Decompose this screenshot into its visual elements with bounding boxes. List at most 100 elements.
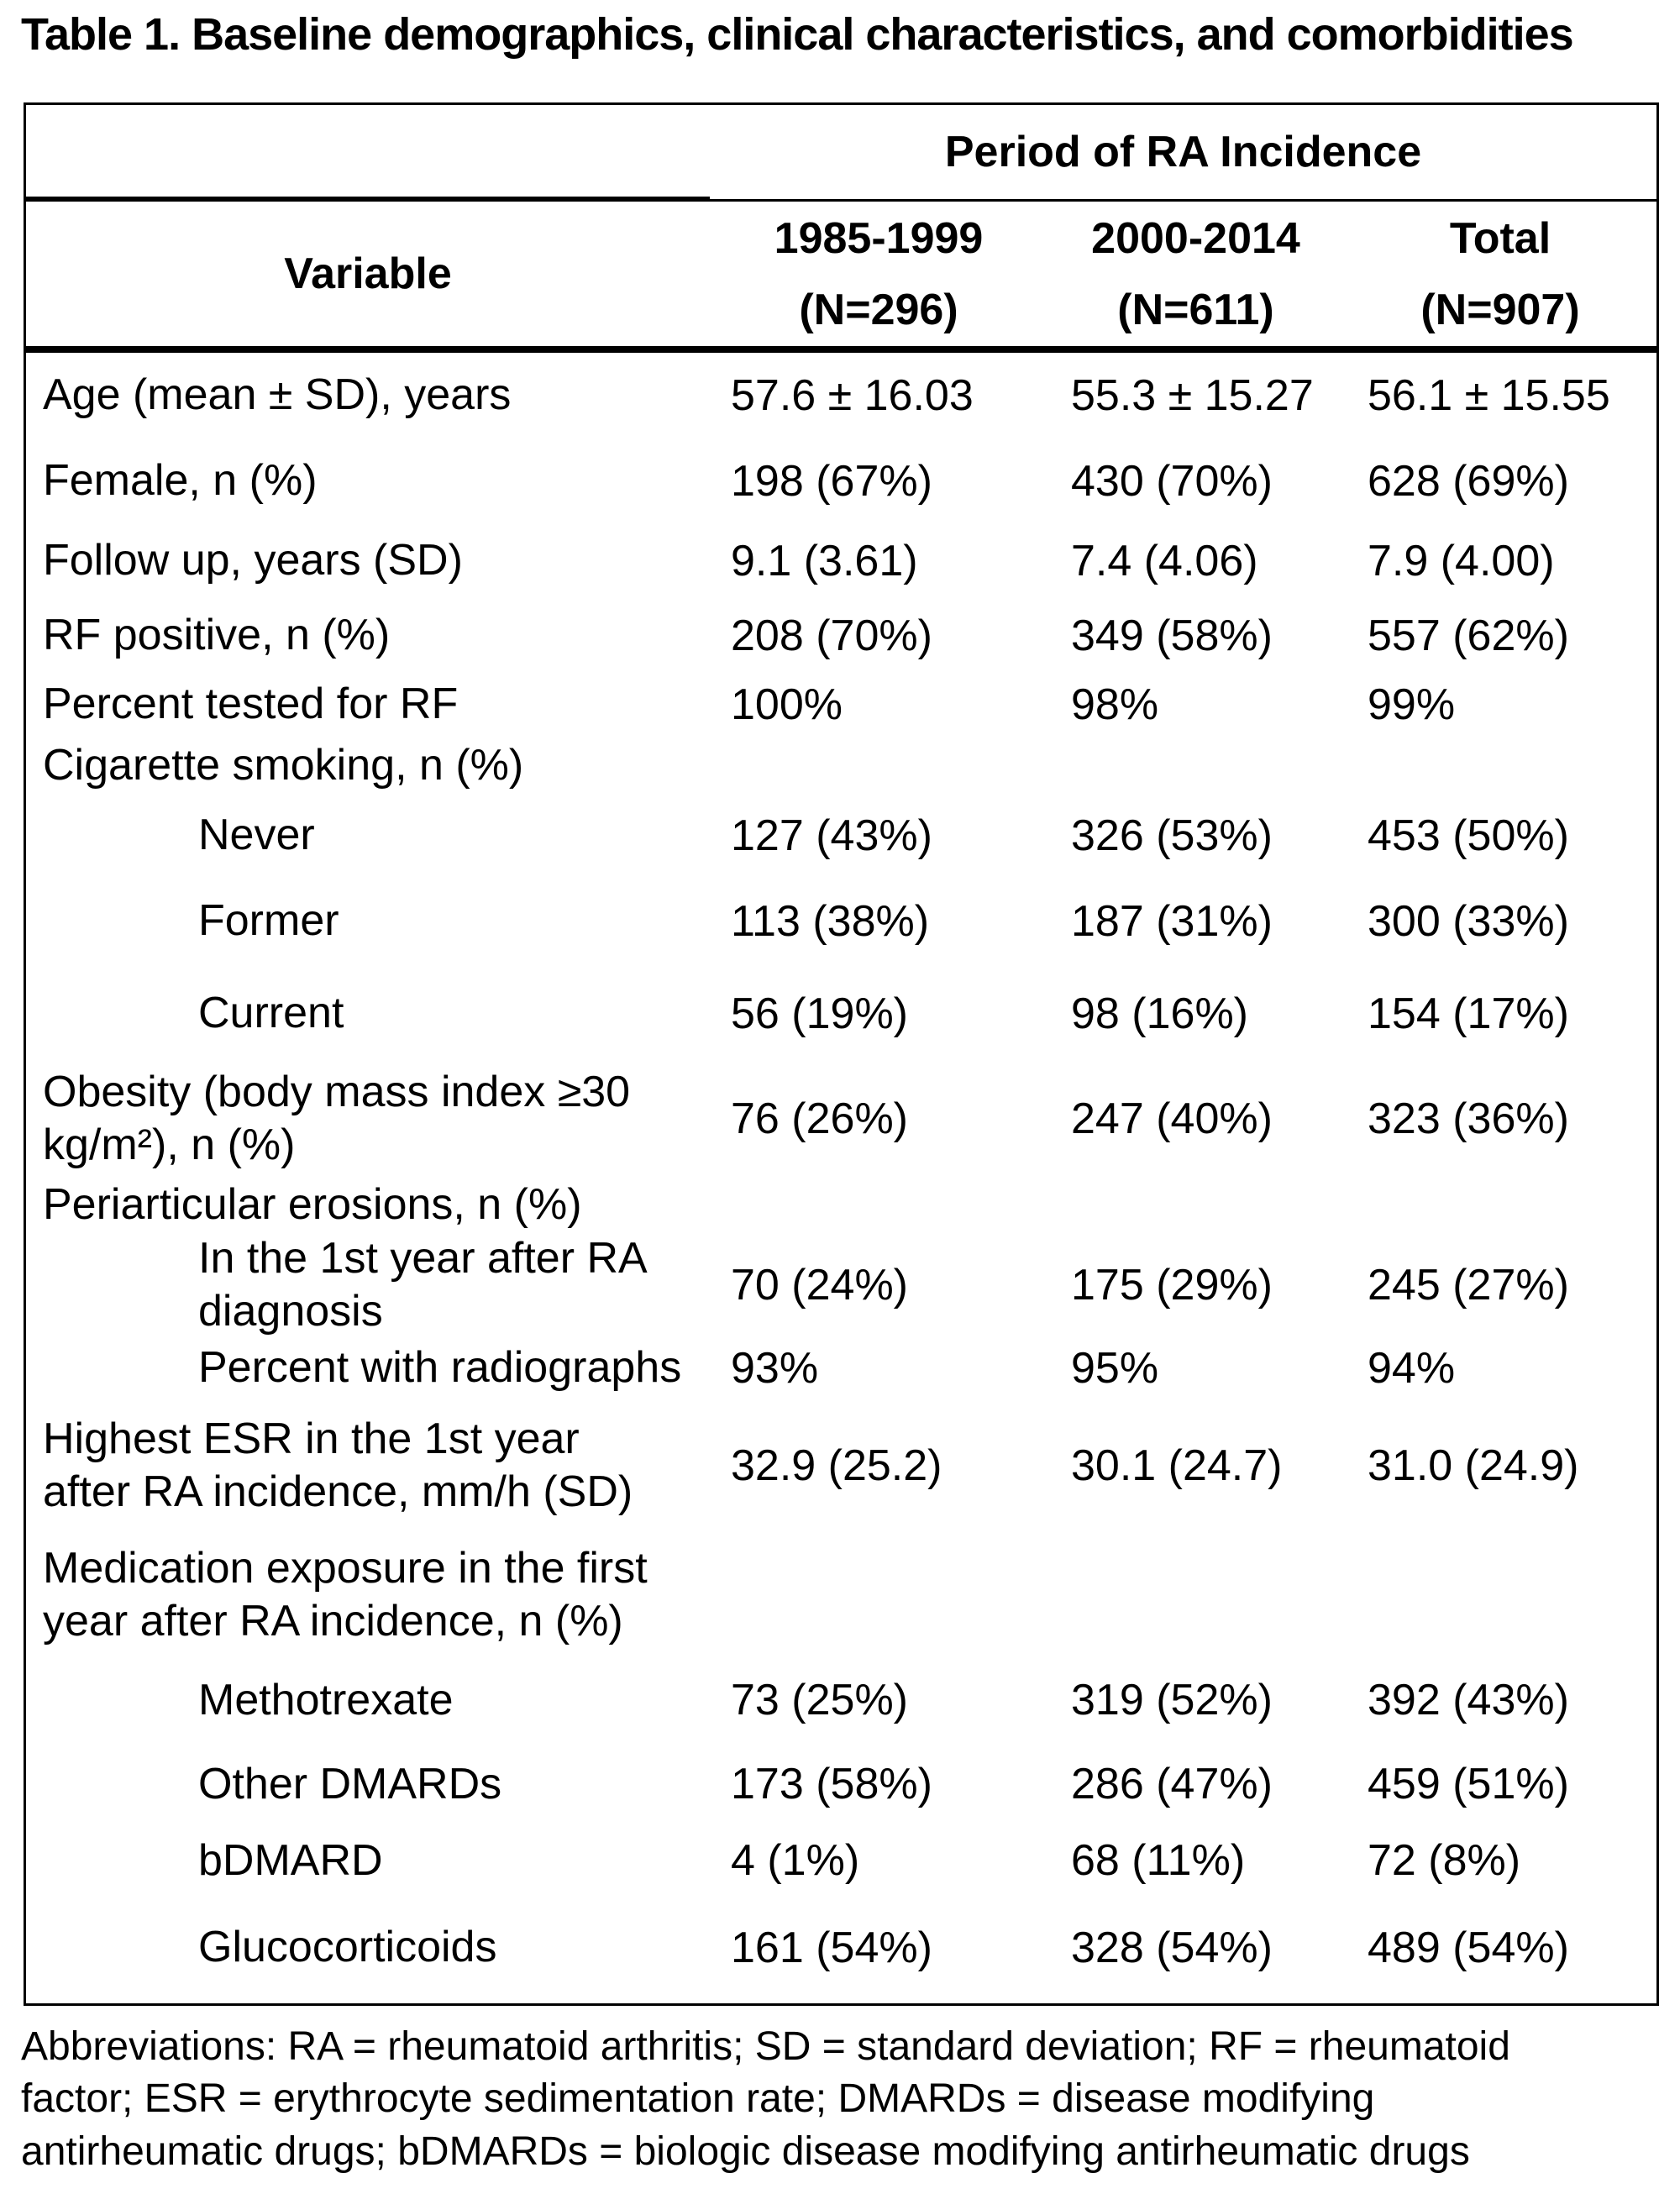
table-row-methotrexate: Methotrexate 73 (25%) 319 (52%) 392 (43%… bbox=[26, 1656, 1656, 1745]
row-label: Medication exposure in the first year af… bbox=[43, 1543, 648, 1646]
sample-size: (N=296) bbox=[799, 285, 958, 334]
cell-1985: 76 (26%) bbox=[731, 1094, 908, 1143]
cell-total: 94% bbox=[1368, 1343, 1456, 1393]
row-label: Former bbox=[198, 896, 339, 946]
row-label: Age (mean ± SD), years bbox=[43, 370, 512, 420]
row-label: Glucocorticoids bbox=[198, 1923, 497, 1972]
cell-1985: 198 (67%) bbox=[731, 456, 932, 506]
cell-2000: 187 (31%) bbox=[1071, 897, 1273, 946]
table-row-percent-tested-rf: Percent tested for RF 100% 98% 99% bbox=[26, 673, 1656, 736]
table-row-periarticular-header: Periarticular erosions, n (%) bbox=[26, 1178, 1656, 1232]
cell-total: 72 (8%) bbox=[1368, 1836, 1521, 1886]
table-row-other-dmards: Other DMARDs 173 (58%) 286 (47%) 459 (51… bbox=[26, 1745, 1656, 1824]
cell-2000: 98% bbox=[1071, 680, 1159, 729]
cell-2000: 430 (70%) bbox=[1071, 456, 1273, 506]
header-col-total: Total (N=907) bbox=[1344, 202, 1656, 346]
row-label: Never bbox=[198, 810, 315, 859]
row-label: Current bbox=[198, 989, 344, 1038]
header-variable: Variable bbox=[284, 249, 452, 298]
sample-size: (N=611) bbox=[1117, 285, 1274, 334]
cell-total: 628 (69%) bbox=[1368, 456, 1569, 506]
row-label: In the 1st year after RA diagnosis bbox=[198, 1234, 648, 1336]
cell-total: 7.9 (4.00) bbox=[1368, 536, 1555, 585]
cell-1985: 56 (19%) bbox=[731, 989, 908, 1038]
row-label: Cigarette smoking, n (%) bbox=[43, 740, 524, 790]
cell-1985: 9.1 (3.61) bbox=[731, 536, 918, 585]
row-label: Periarticular erosions, n (%) bbox=[43, 1179, 582, 1229]
cell-1985: 70 (24%) bbox=[731, 1261, 908, 1310]
sample-size: (N=907) bbox=[1420, 285, 1580, 334]
period-label: 1985-1999 bbox=[774, 214, 984, 263]
cell-total: 154 (17%) bbox=[1368, 989, 1569, 1038]
table-row-smoking-header: Cigarette smoking, n (%) bbox=[26, 736, 1656, 795]
cell-total: 392 (43%) bbox=[1368, 1676, 1569, 1725]
cell-2000: 95% bbox=[1071, 1343, 1159, 1393]
cell-total: 489 (54%) bbox=[1368, 1923, 1569, 1972]
period-label: 2000-2014 bbox=[1091, 214, 1300, 263]
cell-2000: 68 (11%) bbox=[1071, 1836, 1246, 1886]
cell-2000: 175 (29%) bbox=[1071, 1261, 1273, 1310]
cell-total: 453 (50%) bbox=[1368, 811, 1569, 860]
cell-2000: 319 (52%) bbox=[1071, 1676, 1273, 1725]
cell-total: 99% bbox=[1368, 680, 1456, 729]
cell-1985: 113 (38%) bbox=[731, 897, 930, 946]
table-row-bdmard: bDMARD 4 (1%) 68 (11%) 72 (8%) bbox=[26, 1824, 1656, 1897]
row-label: Percent with radiographs bbox=[198, 1343, 682, 1393]
cell-1985: 73 (25%) bbox=[731, 1676, 908, 1725]
table-row-followup: Follow up, years (SD) 9.1 (3.61) 7.4 (4.… bbox=[26, 523, 1656, 598]
cell-1985: 208 (70%) bbox=[731, 611, 932, 660]
cell-2000: 349 (58%) bbox=[1071, 611, 1273, 660]
row-label: Follow up, years (SD) bbox=[43, 535, 463, 585]
cell-total: 557 (62%) bbox=[1368, 611, 1569, 660]
row-label: Obesity (body mass index ≥30 kg/m²), n (… bbox=[43, 1067, 631, 1169]
cell-total: 323 (36%) bbox=[1368, 1094, 1569, 1143]
cell-1985: 4 (1%) bbox=[731, 1836, 860, 1886]
cell-1985: 173 (58%) bbox=[731, 1760, 932, 1809]
cell-1985: 100% bbox=[731, 680, 843, 729]
table-header-columns-row: Variable 1985-1999 (N=296) 2000-2014 (N=… bbox=[26, 202, 1656, 353]
cell-total: 31.0 (24.9) bbox=[1368, 1441, 1579, 1491]
cell-total: 245 (27%) bbox=[1368, 1261, 1569, 1310]
cell-total: 56.1 ± 15.55 bbox=[1368, 371, 1610, 420]
cell-total: 459 (51%) bbox=[1368, 1760, 1569, 1809]
row-label: Female, n (%) bbox=[43, 455, 318, 505]
cell-2000: 30.1 (24.7) bbox=[1071, 1441, 1283, 1491]
row-label: Methotrexate bbox=[198, 1675, 454, 1724]
table-row-percent-radiographs: Percent with radiographs 93% 95% 94% bbox=[26, 1339, 1656, 1398]
table-row-smoking-never: Never 127 (43%) 326 (53%) 453 (50%) bbox=[26, 795, 1656, 875]
cell-1985: 161 (54%) bbox=[731, 1923, 932, 1972]
table-row-female: Female, n (%) 198 (67%) 430 (70%) 628 (6… bbox=[26, 438, 1656, 523]
cell-2000: 55.3 ± 15.27 bbox=[1071, 371, 1314, 420]
header-col-2000-2014: 2000-2014 (N=611) bbox=[1047, 202, 1344, 346]
header-col-1985-1999: 1985-1999 (N=296) bbox=[710, 202, 1047, 346]
table-row-erosions-1st-year: In the 1st year after RA diagnosis 70 (2… bbox=[26, 1232, 1656, 1339]
table-row-medication-header: Medication exposure in the first year af… bbox=[26, 1535, 1656, 1656]
cell-total: 300 (33%) bbox=[1368, 897, 1569, 946]
table-row-rf-positive: RF positive, n (%) 208 (70%) 349 (58%) 5… bbox=[26, 598, 1656, 673]
cell-2000: 98 (16%) bbox=[1071, 989, 1248, 1038]
period-label: Total bbox=[1449, 214, 1551, 263]
cell-1985: 32.9 (25.2) bbox=[731, 1441, 942, 1491]
table-header-group-row: Period of RA Incidence bbox=[26, 105, 1656, 202]
abbreviations-footnote: Abbreviations: RA = rheumatoid arthritis… bbox=[21, 2024, 1510, 2174]
demographics-table: Period of RA Incidence Variable 1985-199… bbox=[24, 102, 1659, 2006]
table-row-highest-esr: Highest ESR in the 1st year after RA inc… bbox=[26, 1398, 1656, 1535]
table-row-smoking-former: Former 113 (38%) 187 (31%) 300 (33%) bbox=[26, 875, 1656, 968]
row-label: bDMARD bbox=[198, 1835, 383, 1885]
cell-1985: 127 (43%) bbox=[731, 811, 932, 860]
row-label: RF positive, n (%) bbox=[43, 610, 391, 659]
table-caption: Table 1. Baseline demographics, clinical… bbox=[21, 9, 1574, 60]
cell-2000: 328 (54%) bbox=[1071, 1923, 1273, 1972]
cell-1985: 93% bbox=[731, 1343, 819, 1393]
row-label: Highest ESR in the 1st year after RA inc… bbox=[43, 1414, 633, 1517]
table-row-age: Age (mean ± SD), years 57.6 ± 16.03 55.3… bbox=[26, 353, 1656, 438]
cell-2000: 326 (53%) bbox=[1071, 811, 1273, 860]
row-label: Other DMARDs bbox=[198, 1759, 502, 1808]
table-row-obesity: Obesity (body mass index ≥30 kg/m²), n (… bbox=[26, 1060, 1656, 1178]
table-row-smoking-current: Current 56 (19%) 98 (16%) 154 (17%) bbox=[26, 968, 1656, 1060]
cell-2000: 286 (47%) bbox=[1071, 1760, 1273, 1809]
cell-1985: 57.6 ± 16.03 bbox=[731, 371, 974, 420]
cell-2000: 7.4 (4.06) bbox=[1071, 536, 1258, 585]
row-label: Percent tested for RF bbox=[43, 679, 459, 728]
